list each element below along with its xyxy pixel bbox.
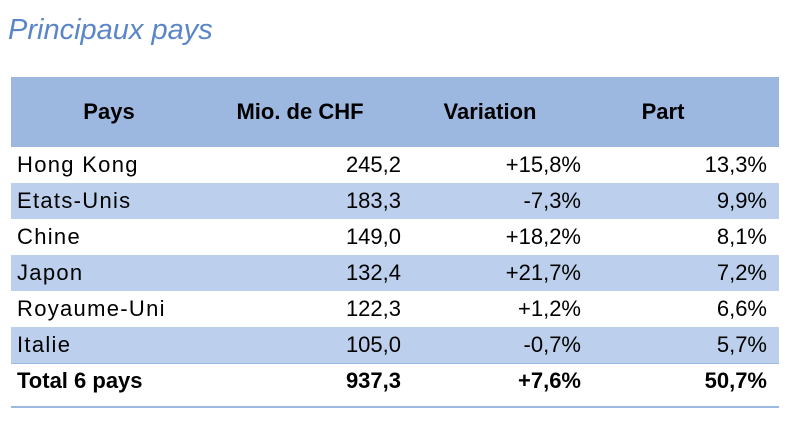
variation-cell: +15,8%: [505, 152, 581, 177]
part-cell: 7,2%: [716, 260, 767, 285]
country-cell: Chine: [17, 224, 81, 249]
country-cell: Hong Kong: [17, 152, 139, 177]
column-header-pays: Pays: [83, 99, 135, 124]
column-header-variation: Variation: [443, 99, 537, 124]
part-cell: 9,9%: [716, 188, 767, 213]
column-header-mio: Mio. de CHF: [236, 99, 364, 124]
table-row: Chine 149,0 +18,2% 8,1%: [11, 219, 779, 255]
column-header-part: Part: [641, 99, 685, 124]
table-row: Etats-Unis 183,3 -7,3% 9,9%: [11, 183, 779, 219]
table-row: Japon 132,4 +21,7% 7,2%: [11, 255, 779, 291]
mio-cell: 183,3: [345, 188, 401, 213]
mio-cell: 132,4: [345, 260, 401, 285]
part-cell: 13,3%: [704, 152, 767, 177]
total-mio: 937,3: [227, 362, 413, 399]
country-cell: Italie: [17, 331, 72, 357]
part-cell: 8,1%: [716, 224, 767, 249]
variation-cell: -7,3%: [523, 188, 581, 213]
table-row: Italie 105,0 -0,7% 5,7%: [11, 327, 779, 363]
total-row: Total 6 pays 937,3 +7,6% 50,7%: [11, 362, 779, 399]
table-header-row: Pays Mio. de CHF Variation Part: [11, 77, 779, 147]
country-cell: Royaume-Uni: [17, 296, 166, 321]
part-cell: 5,7%: [716, 331, 767, 357]
mio-cell: 149,0: [345, 224, 401, 249]
page-title: Principaux pays: [8, 14, 213, 46]
table-row: Hong Kong 245,2 +15,8% 13,3%: [11, 147, 779, 183]
variation-cell: +18,2%: [505, 224, 581, 249]
variation-cell: +1,2%: [518, 296, 581, 321]
bottom-rule: [11, 406, 779, 408]
country-cell: Japon: [17, 260, 84, 285]
mio-cell: 122,3: [345, 296, 401, 321]
mio-cell: 245,2: [345, 152, 401, 177]
part-cell: 6,6%: [716, 296, 767, 321]
variation-cell: -0,7%: [523, 331, 581, 357]
variation-cell: +21,7%: [505, 260, 581, 285]
total-variation: +7,6%: [413, 362, 587, 399]
country-cell: Etats-Unis: [17, 188, 132, 213]
table-row: Royaume-Uni 122,3 +1,2% 6,6%: [11, 291, 779, 327]
total-part: 50,7%: [587, 362, 779, 399]
mio-cell: 105,0: [345, 331, 401, 357]
total-label: Total 6 pays: [11, 362, 227, 399]
country-table: Pays Mio. de CHF Variation Part Hong Kon…: [11, 77, 779, 399]
